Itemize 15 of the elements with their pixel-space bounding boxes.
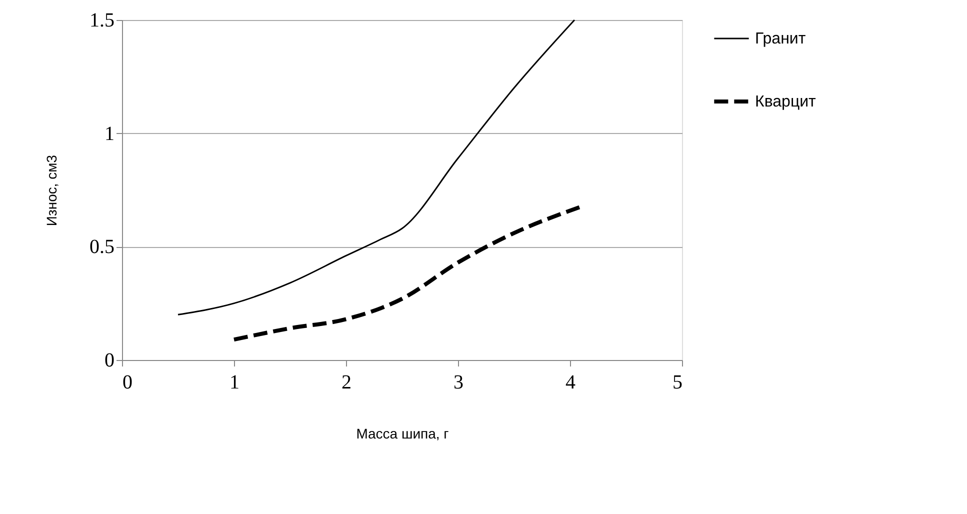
y-tick-label: 0 xyxy=(104,350,114,372)
x-tick-label: 0 xyxy=(122,372,132,394)
y-tick-label: 1 xyxy=(104,122,114,145)
y-tick-label: 0.5 xyxy=(90,236,114,258)
x-tick-label: 2 xyxy=(342,372,352,394)
x-tick-label: 4 xyxy=(566,372,576,394)
y-tick-label: 1.5 xyxy=(90,10,114,32)
x-tick-label: 3 xyxy=(454,372,464,394)
legend-label: Гранит xyxy=(755,30,806,48)
y-axis-title: Износ, см3 xyxy=(44,154,60,226)
legend-label: Кварцит xyxy=(755,94,817,110)
x-axis-title: Масса шипа, г xyxy=(356,426,449,442)
line-series xyxy=(177,19,576,316)
x-tick-label: 1 xyxy=(230,372,240,394)
x-tick-label: 5 xyxy=(672,372,682,394)
